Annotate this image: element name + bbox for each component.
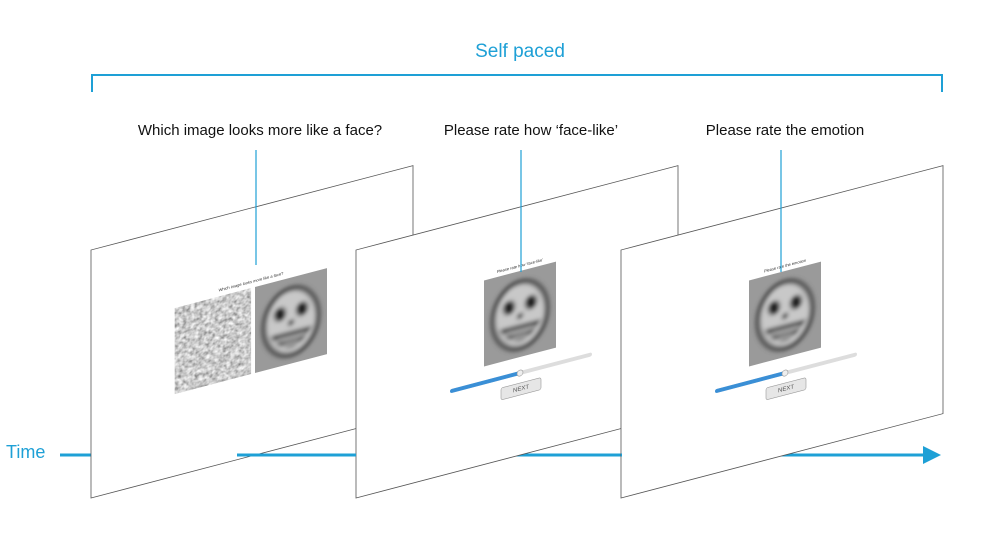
axis-label: Time bbox=[6, 442, 45, 462]
bracket bbox=[91, 74, 943, 92]
slider-fill bbox=[450, 371, 520, 393]
next-button bbox=[500, 377, 542, 400]
button-label: NEXT bbox=[513, 383, 529, 394]
next-button bbox=[765, 377, 807, 400]
arrow-head bbox=[923, 446, 941, 464]
panel-label: Which image looks more like a face? bbox=[138, 122, 382, 139]
panel-label: Please rate the emotion bbox=[706, 122, 864, 139]
scrambled-image bbox=[175, 288, 251, 394]
bracket-label: Self paced bbox=[475, 41, 565, 62]
button-label: NEXT bbox=[778, 383, 794, 394]
panel-label: Please rate how ‘face-like’ bbox=[444, 122, 618, 139]
slider-thumb bbox=[781, 369, 789, 377]
screen: Please rate the emotion NEXT bbox=[620, 165, 944, 499]
screen: Please rate how ‘face-like’ NEXT bbox=[355, 165, 679, 499]
screen: Which image looks more like a face? bbox=[90, 165, 414, 499]
slider-fill bbox=[715, 371, 785, 393]
slider-thumb bbox=[516, 369, 524, 377]
